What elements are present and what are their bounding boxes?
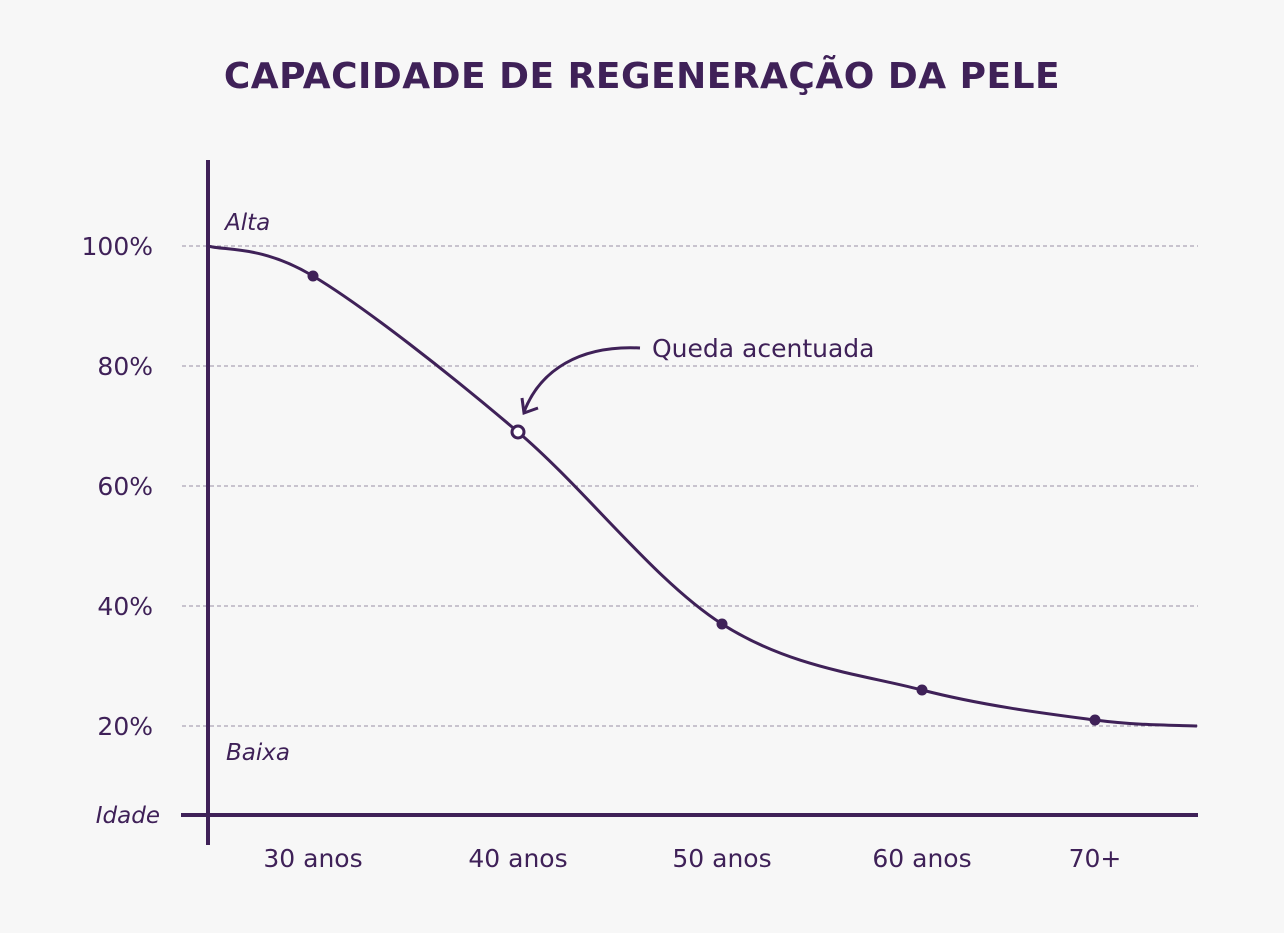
data-point bbox=[1089, 714, 1101, 726]
y-tick-label: 40% bbox=[97, 592, 153, 621]
y-low-label: Baixa bbox=[226, 740, 290, 766]
highlight-point bbox=[510, 424, 526, 440]
data-point bbox=[716, 618, 728, 630]
annotation-arrowhead bbox=[520, 397, 539, 416]
y-tick-label: 100% bbox=[82, 232, 153, 261]
annotation-label: Queda acentuada bbox=[652, 334, 875, 363]
y-tick-label: 60% bbox=[97, 472, 153, 501]
x-tick-label: 50 anos bbox=[672, 844, 771, 873]
x-tick-label: 30 anos bbox=[263, 844, 362, 873]
x-tick-label: 40 anos bbox=[468, 844, 567, 873]
chart-title: CAPACIDADE DE REGENERAÇÃO DA PELE bbox=[223, 56, 1061, 97]
data-point bbox=[916, 684, 928, 696]
annotation-arrow bbox=[522, 346, 641, 413]
series-line bbox=[207, 244, 1198, 728]
x-tick-label: 70+ bbox=[1069, 844, 1122, 873]
x-tick-label: 60 anos bbox=[872, 844, 971, 873]
data-point bbox=[307, 270, 319, 282]
x-axis-label: Idade bbox=[96, 803, 160, 829]
y-tick-label: 80% bbox=[97, 352, 153, 381]
y-high-label: Alta bbox=[223, 210, 270, 236]
y-tick-label: 20% bbox=[97, 712, 153, 741]
